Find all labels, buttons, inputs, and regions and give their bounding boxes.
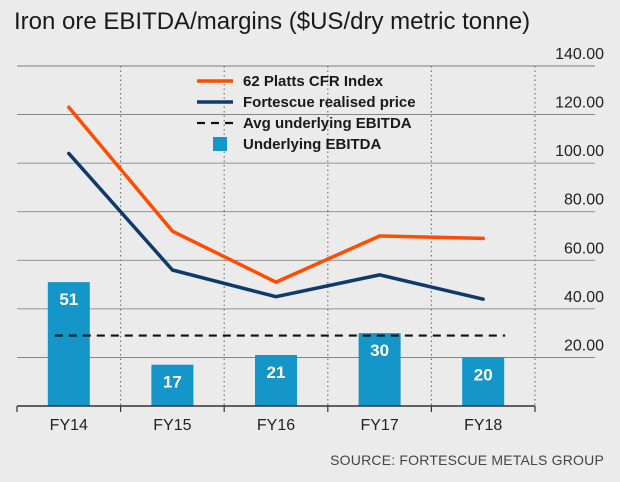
y-tick-label: 40.00 [564, 289, 604, 306]
y-tick-label: 100.00 [555, 143, 604, 160]
x-tick-label: FY18 [464, 417, 502, 434]
bar [151, 364, 194, 406]
bar-data-label: 21 [267, 363, 286, 382]
lines-layer [54, 105, 506, 337]
legend-fortescue-label: Fortescue realised price [243, 94, 416, 111]
legend-ebitda-label: Underlying EBITDA [243, 136, 382, 153]
grid-layer [17, 65, 595, 406]
bar-data-label: 20 [474, 365, 493, 384]
legend-platts-label: 62 Platts CFR Index [243, 73, 384, 90]
y-tick-label: 140.00 [555, 46, 604, 63]
bar-data-label: 51 [59, 290, 78, 309]
platts-index-line [67, 105, 485, 284]
legend-avg-label: Avg underlying EBITDA [243, 115, 412, 132]
bar-data-label: 30 [370, 341, 389, 360]
chart-title: Iron ore EBITDA/margins ($US/dry metric … [14, 8, 531, 35]
x-tick-label: FY16 [257, 417, 295, 434]
axis-layer: 20.00 40.00 60.00 80.00 100.00 120.00 140.00 FY… [16, 46, 604, 434]
y-tick-label: 120.00 [555, 95, 604, 112]
y-tick-label: 20.00 [564, 337, 604, 354]
bars-layer: 51 17 21 30 20 [47, 282, 505, 406]
bar [462, 357, 505, 406]
bar [358, 333, 401, 406]
x-tick-label: FY14 [50, 417, 88, 434]
bar-data-label: 17 [163, 373, 182, 392]
source-note: SOURCE: FORTESCUE METALS GROUP [330, 452, 604, 468]
legend-layer: 62 Platts CFR Index Fortescue realised pr… [197, 73, 416, 153]
y-tick-label: 80.00 [564, 192, 604, 209]
x-tick-label: FY17 [360, 417, 398, 434]
x-tick-label: FY15 [153, 417, 191, 434]
y-tick-label: 60.00 [564, 240, 604, 257]
bar [47, 282, 90, 406]
fortescue-price-line [67, 151, 485, 301]
legend-ebitda-swatch [213, 137, 227, 151]
bar [255, 355, 297, 406]
